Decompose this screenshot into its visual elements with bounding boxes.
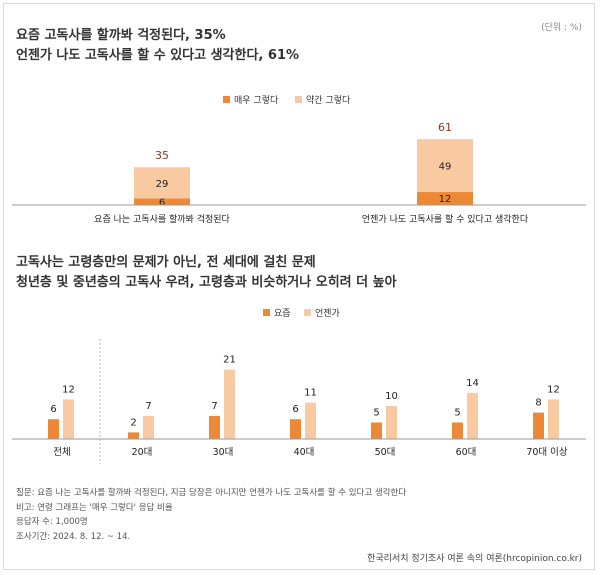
bar-strong-1 bbox=[417, 192, 473, 205]
source-credit: 한국리서치 정기조사 여론 속의 여론(hrcopinion.co.kr) bbox=[367, 554, 582, 564]
legend-label-0: 매우 그렇다 bbox=[234, 95, 279, 106]
value-strong-0: 6 bbox=[159, 197, 165, 208]
bar-someday-4 bbox=[386, 406, 397, 439]
total-label-0: 35 bbox=[155, 149, 169, 162]
value-someday-1: 7 bbox=[145, 401, 151, 412]
bar-recent-5 bbox=[452, 422, 463, 439]
legend-label-age-1: 언젠가 bbox=[315, 307, 340, 319]
value-light-1: 49 bbox=[439, 162, 452, 173]
note-question: 질문: 요즘 나는 고독사를 할까봐 걱정된다, 지금 당장은 아니지만 언젠가… bbox=[16, 488, 407, 498]
value-someday-6: 12 bbox=[547, 384, 560, 395]
age-label-1: 20대 bbox=[132, 447, 153, 458]
bar-someday-0 bbox=[63, 399, 74, 439]
value-someday-2: 21 bbox=[223, 355, 236, 366]
value-someday-5: 14 bbox=[466, 378, 479, 389]
value-someday-0: 12 bbox=[62, 384, 75, 395]
value-strong-1: 12 bbox=[439, 194, 452, 205]
bar-someday-5 bbox=[467, 392, 478, 439]
notes: 질문: 요즘 나는 고독사를 할까봐 걱정된다, 지금 당장은 아니지만 언젠가… bbox=[16, 486, 406, 544]
bar-recent-6 bbox=[533, 412, 544, 439]
bar-someday-1 bbox=[143, 415, 154, 439]
bar-strong-0 bbox=[134, 198, 190, 205]
legend-label-1: 약간 그렇다 bbox=[306, 94, 351, 106]
bar-someday-3 bbox=[305, 402, 316, 439]
category-label-0: 요즘 나는 고독사를 할까봐 걱정된다 bbox=[94, 213, 230, 225]
bar-recent-2 bbox=[209, 415, 220, 439]
value-recent-3: 6 bbox=[292, 404, 298, 415]
headline-1: 요즘 고독사를 할까봐 걱정된다, 35% bbox=[16, 28, 226, 43]
headline-3: 고독사는 고령층만의 문제가 아닌, 전 세대에 걸친 문제 bbox=[16, 255, 316, 270]
bar-light-1 bbox=[417, 139, 473, 193]
value-recent-5: 5 bbox=[454, 408, 460, 419]
value-recent-2: 7 bbox=[211, 401, 217, 412]
age-label-0: 전체 bbox=[53, 447, 70, 458]
value-recent-6: 8 bbox=[535, 398, 541, 409]
legend-swatch-age-1 bbox=[304, 309, 311, 316]
value-someday-3: 11 bbox=[304, 388, 317, 399]
note-period: 조사기간: 2024. 8. 12. ~ 14. bbox=[16, 531, 131, 542]
stacked-bar-chart: 매우 그렇다 약간 그렇다 6 29 35 요즘 나는 고독사를 할까봐 걱정된다 12 49… bbox=[12, 94, 586, 225]
bar-someday-6 bbox=[548, 399, 559, 439]
age-label-6: 70대 이상 bbox=[526, 447, 568, 458]
legend-swatch-0 bbox=[223, 96, 230, 103]
bar-someday-2 bbox=[224, 369, 235, 439]
bar-recent-4 bbox=[371, 422, 382, 439]
bar-light-0 bbox=[134, 167, 190, 199]
note-respondents: 응답자 수: 1,000명 bbox=[16, 517, 88, 527]
value-recent-1: 2 bbox=[130, 417, 136, 428]
category-label-1: 언젠가 나도 고독사를 할 수 있다고 생각한다 bbox=[362, 213, 529, 225]
total-label-1: 61 bbox=[438, 121, 452, 134]
headline-2: 언젠가 나도 고독사를 할 수 있다고 생각한다, 61% bbox=[16, 48, 300, 63]
legend-swatch-age-0 bbox=[263, 309, 270, 316]
age-label-2: 30대 bbox=[213, 447, 234, 458]
unit-label: (단위 : %) bbox=[541, 23, 582, 33]
age-label-4: 50대 bbox=[375, 447, 396, 458]
figure-frame: 요즘 고독사를 할까봐 걱정된다, 35% 언젠가 나도 고독사를 할 수 있다… bbox=[3, 3, 595, 570]
age-label-5: 60대 bbox=[456, 447, 477, 458]
age-group-bar-chart: 요즘 언젠가612전체2720대72130대61140대51050대51460대8… bbox=[12, 307, 586, 464]
bar-recent-1 bbox=[128, 432, 139, 439]
bar-recent-3 bbox=[290, 419, 301, 439]
value-recent-0: 6 bbox=[50, 404, 56, 415]
note-remark: 비고: 연령 그래프는 '매우 그렇다' 응답 비율 bbox=[16, 502, 173, 513]
bar-recent-0 bbox=[48, 419, 59, 439]
value-light-0: 29 bbox=[156, 179, 169, 190]
value-recent-4: 5 bbox=[373, 408, 379, 419]
headline-4: 청년층 및 중년층의 고독사 우려, 고령층과 비슷하거나 오히려 더 높아 bbox=[16, 275, 397, 290]
legend-label-age-0: 요즘 bbox=[274, 308, 291, 319]
value-someday-4: 10 bbox=[385, 391, 398, 402]
age-label-3: 40대 bbox=[294, 447, 315, 458]
legend-swatch-1 bbox=[295, 96, 302, 103]
